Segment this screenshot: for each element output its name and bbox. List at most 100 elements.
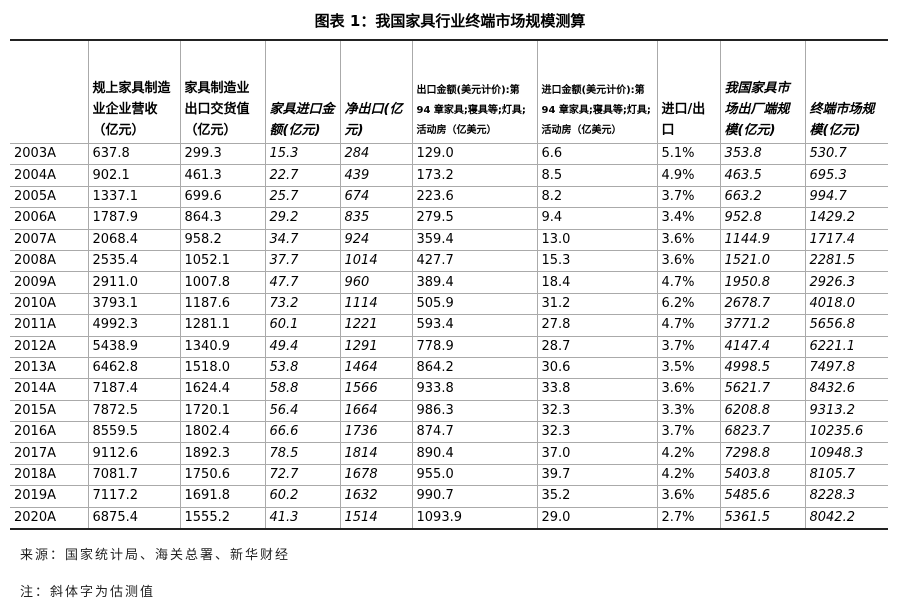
table-row: 2020A 6875.4 1555.2 41.3 1514 1093.9 29.0 2.7% 5… <box>10 506 888 530</box>
data-table: 规上家具制造业企业营收（亿元） 家具制造业出口交货值（亿元） 家具进口金额(亿元) 净… <box>10 39 888 531</box>
data-cell: 7117.2 <box>87 485 181 508</box>
data-cell: 4018.0 <box>804 292 888 316</box>
data-cell: 3.6% <box>656 228 721 251</box>
data-cell: 4992.3 <box>87 314 181 337</box>
data-cell: 695.3 <box>804 164 888 187</box>
data-cell: 78.5 <box>264 442 341 465</box>
data-cell: 7187.4 <box>87 378 181 401</box>
data-cell: 6823.7 <box>719 421 806 444</box>
data-cell: 37.7 <box>264 249 341 273</box>
data-cell: 986.3 <box>411 399 538 423</box>
table-row: 2018A 7081.7 1750.6 72.7 1678 955.0 39.7 4.2% 54… <box>10 463 888 487</box>
year-cell: 2020A <box>10 506 89 530</box>
table-row: 2019A 7117.2 1691.8 60.2 1632 990.7 35.2 3.6% 54… <box>10 485 888 508</box>
table-body: 2003A 637.8 299.3 15.3 284 129.0 6.6 5.1% 353.8 5… <box>10 142 888 530</box>
data-cell: 223.6 <box>411 185 538 209</box>
data-cell: 1187.6 <box>179 292 266 316</box>
year-cell: 2009A <box>10 271 89 294</box>
data-cell: 2068.4 <box>87 228 181 251</box>
year-cell: 2019A <box>10 485 89 508</box>
header-cell: 我国家具市场出厂端规模(亿元) <box>719 39 806 144</box>
data-cell: 637.8 <box>87 142 181 166</box>
data-cell: 1720.1 <box>179 399 266 423</box>
header-cell: 家具进口金额(亿元) <box>264 39 341 144</box>
data-cell: 41.3 <box>264 506 341 530</box>
data-cell: 7298.8 <box>719 442 806 465</box>
data-cell: 864.2 <box>411 356 538 380</box>
year-cell: 2011A <box>10 314 89 337</box>
data-cell: 1802.4 <box>179 421 266 444</box>
data-cell: 924 <box>339 228 413 251</box>
data-cell: 1291 <box>339 335 413 358</box>
data-cell: 31.2 <box>536 292 658 316</box>
year-cell: 2005A <box>10 185 89 209</box>
data-cell: 58.8 <box>264 378 341 401</box>
year-cell: 2007A <box>10 228 89 251</box>
data-cell: 389.4 <box>411 271 538 294</box>
data-cell: 1337.1 <box>87 185 181 209</box>
header-cell: 规上家具制造业企业营收（亿元） <box>87 39 181 144</box>
data-cell: 27.8 <box>536 314 658 337</box>
data-cell: 30.6 <box>536 356 658 380</box>
data-cell: 10948.3 <box>804 442 888 465</box>
data-cell: 1814 <box>339 442 413 465</box>
data-cell: 2.7% <box>656 506 721 530</box>
data-cell: 8432.6 <box>804 378 888 401</box>
footnote: 注：斜体字为估测值 <box>20 585 156 600</box>
data-cell: 66.6 <box>264 421 341 444</box>
data-cell: 3793.1 <box>87 292 181 316</box>
data-cell: 29.2 <box>264 207 341 230</box>
table-row: 2006A 1787.9 864.3 29.2 835 279.5 9.4 3.4% 952.8… <box>10 207 888 230</box>
data-cell: 4998.5 <box>719 356 806 380</box>
data-cell: 3.4% <box>656 207 721 230</box>
table-row: 2011A 4992.3 1281.1 60.1 1221 593.4 27.8 4.7% 37… <box>10 314 888 337</box>
data-cell: 8.5 <box>536 164 658 187</box>
year-cell: 2017A <box>10 442 89 465</box>
data-cell: 1691.8 <box>179 485 266 508</box>
data-cell: 284 <box>339 142 413 166</box>
data-cell: 461.3 <box>179 164 266 187</box>
data-cell: 1664 <box>339 399 413 423</box>
data-cell: 1521.0 <box>719 249 806 273</box>
data-cell: 22.7 <box>264 164 341 187</box>
data-cell: 463.5 <box>719 164 806 187</box>
data-cell: 5656.8 <box>804 314 888 337</box>
data-cell: 1221 <box>339 314 413 337</box>
data-cell: 8.2 <box>536 185 658 209</box>
data-cell: 34.7 <box>264 228 341 251</box>
data-cell: 1518.0 <box>179 356 266 380</box>
data-cell: 1514 <box>339 506 413 530</box>
data-cell: 952.8 <box>719 207 806 230</box>
data-cell: 29.0 <box>536 506 658 530</box>
table-row: 2014A 7187.4 1624.4 58.8 1566 933.8 33.8 3.6% 56… <box>10 378 888 401</box>
data-cell: 3771.2 <box>719 314 806 337</box>
data-cell: 1787.9 <box>87 207 181 230</box>
data-cell: 3.6% <box>656 485 721 508</box>
data-cell: 3.7% <box>656 185 721 209</box>
data-cell: 8559.5 <box>87 421 181 444</box>
data-cell: 3.7% <box>656 335 721 358</box>
data-cell: 994.7 <box>804 185 888 209</box>
data-cell: 1144.9 <box>719 228 806 251</box>
table-row: 2012A 5438.9 1340.9 49.4 1291 778.9 28.7 3.7% 41… <box>10 335 888 358</box>
data-cell: 8105.7 <box>804 463 888 487</box>
data-cell: 32.3 <box>536 421 658 444</box>
header-cell: 出口金额(美元计价):第 94 章家具;寝具等;灯具;活动房（亿美元） <box>411 39 538 144</box>
data-cell: 25.7 <box>264 185 341 209</box>
data-cell: 1736 <box>339 421 413 444</box>
data-cell: 699.6 <box>179 185 266 209</box>
data-cell: 1624.4 <box>179 378 266 401</box>
data-cell: 56.4 <box>264 399 341 423</box>
data-cell: 439 <box>339 164 413 187</box>
data-cell: 53.8 <box>264 356 341 380</box>
data-cell: 593.4 <box>411 314 538 337</box>
data-cell: 60.2 <box>264 485 341 508</box>
data-cell: 902.1 <box>87 164 181 187</box>
data-cell: 359.4 <box>411 228 538 251</box>
data-cell: 1892.3 <box>179 442 266 465</box>
data-cell: 1678 <box>339 463 413 487</box>
data-cell: 933.8 <box>411 378 538 401</box>
data-cell: 5403.8 <box>719 463 806 487</box>
year-cell: 2016A <box>10 421 89 444</box>
data-cell: 129.0 <box>411 142 538 166</box>
